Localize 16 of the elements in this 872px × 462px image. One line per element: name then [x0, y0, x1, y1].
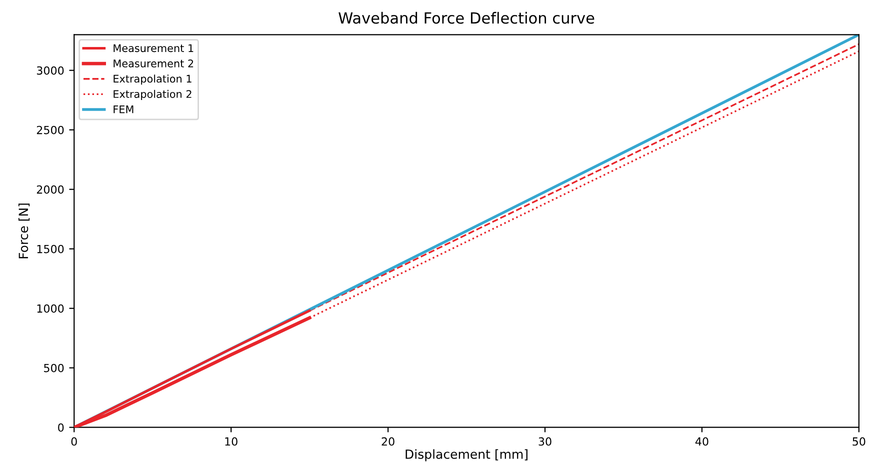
x-tick-label: 10 [225, 437, 238, 446]
x-tick-label: 20 [382, 437, 394, 446]
y-axis-title: Force [N] [18, 204, 30, 258]
y-tick-label: 2000 [36, 185, 64, 194]
y-tick-label: 1000 [37, 304, 64, 313]
x-tick-label: 30 [538, 437, 552, 446]
y-tick-label: 2500 [36, 126, 64, 134]
x-axis-title: Displacement [mm] [406, 449, 528, 462]
x-tick-label: 50 [852, 437, 866, 446]
x-tick-label: 40 [695, 437, 708, 446]
y-tick-label: 1500 [37, 244, 64, 254]
y-tick-label: 0 [58, 423, 64, 432]
chart-title: Waveband Force Deflection curve [338, 12, 594, 24]
x-tick-label: 0 [71, 437, 77, 446]
y-tick-label: 3000 [36, 66, 64, 75]
y-tick-label: 500 [44, 364, 64, 372]
